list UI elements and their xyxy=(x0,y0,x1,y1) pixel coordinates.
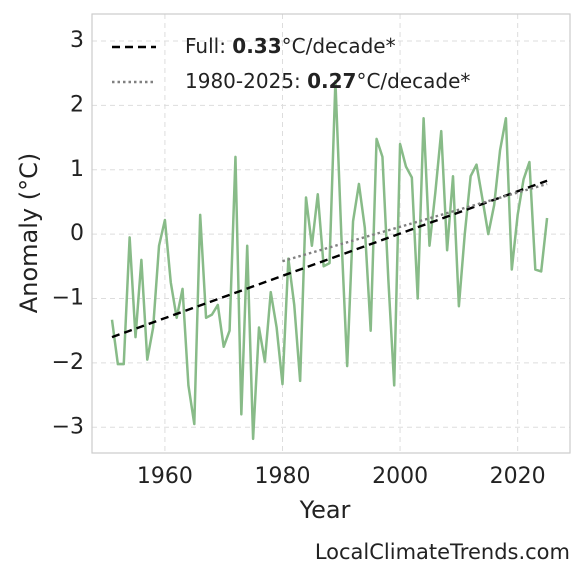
plot-frame xyxy=(91,13,571,454)
legend-value: 0.27 xyxy=(307,69,356,93)
legend-suffix: °C/decade* xyxy=(356,69,470,93)
x-tick-label: 2000 xyxy=(372,464,428,489)
data-line xyxy=(110,79,549,441)
y-tick-label: 3 xyxy=(70,28,84,53)
legend-prefix: Full: xyxy=(185,34,232,58)
legend-suffix: °C/decade* xyxy=(282,34,396,58)
trend-line xyxy=(282,182,548,263)
legend-label: 1980-2025: 0.27°C/decade* xyxy=(185,69,470,93)
legend-prefix: 1980-2025: xyxy=(185,69,307,93)
x-tick-label: 1980 xyxy=(254,464,310,489)
x-tick-label: 1960 xyxy=(137,464,193,489)
y-tick-label: −1 xyxy=(52,286,84,311)
y-tick-label: −2 xyxy=(52,350,84,375)
y-tick-label: 1 xyxy=(70,157,84,182)
legend-value: 0.33 xyxy=(232,34,281,58)
legend-label: Full: 0.33°C/decade* xyxy=(185,34,396,58)
x-axis-label: Year xyxy=(299,496,351,524)
watermark: LocalClimateTrends.com xyxy=(315,540,570,564)
y-axis-label: Anomaly (°C) xyxy=(15,153,43,313)
y-tick-label: −3 xyxy=(52,414,84,439)
y-tick-label: 2 xyxy=(70,92,84,117)
y-tick-label: 0 xyxy=(70,221,84,246)
x-tick-label: 2020 xyxy=(490,464,546,489)
